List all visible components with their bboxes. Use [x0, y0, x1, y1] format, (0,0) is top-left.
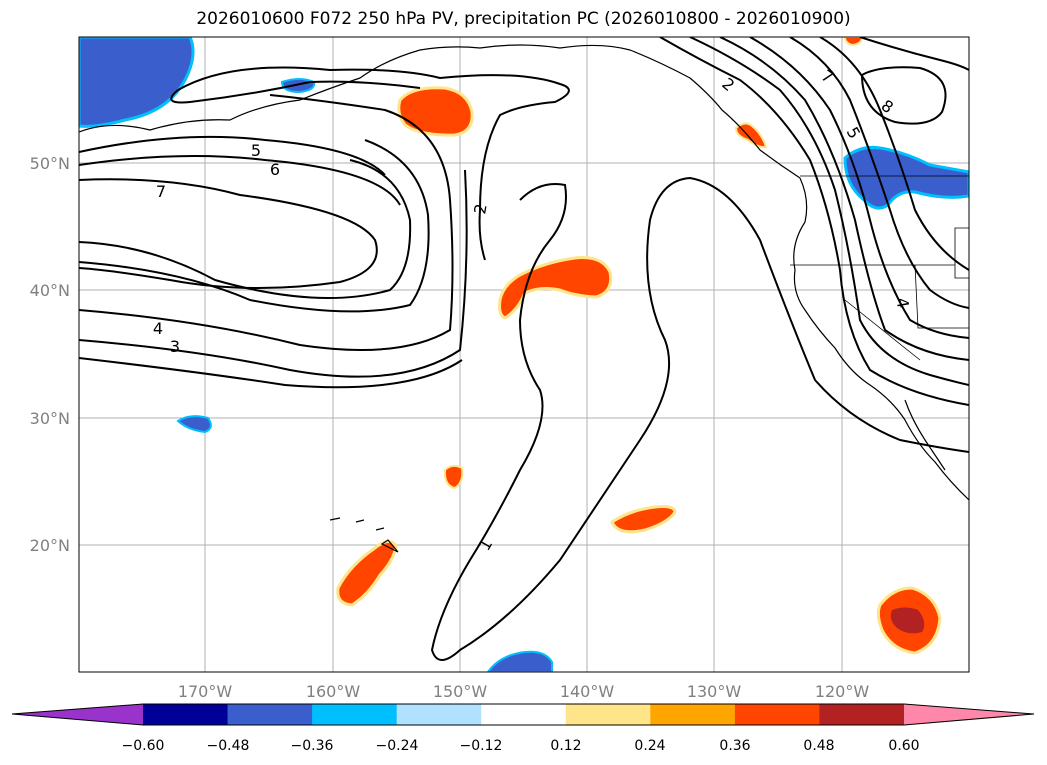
baja-coast — [904, 399, 946, 471]
contour-inner-a — [79, 159, 412, 299]
us-west-coast — [793, 177, 969, 501]
neg-blob-small-west — [176, 415, 212, 434]
lat-label: 50°N — [30, 154, 70, 173]
colorbar-segment — [481, 704, 567, 725]
colorbar-segment — [819, 704, 905, 725]
lon-axis-labels: 170°W 160°W 150°W 140°W 130°W 120°W — [178, 682, 870, 701]
contour-label: 5 — [251, 141, 261, 160]
contour-east-4 — [719, 37, 969, 361]
contour-6 — [79, 155, 401, 206]
hawaii-islands — [329, 517, 399, 553]
contour-label: 7 — [156, 182, 166, 201]
contour-outer — [79, 357, 463, 389]
lat-label: 30°N — [30, 409, 70, 428]
colorbar-tick-label: −0.48 — [207, 738, 250, 754]
contour-big-loop — [170, 80, 421, 104]
contour-3 — [79, 169, 468, 378]
contour-east-5 — [749, 37, 969, 339]
contour-label: 4 — [892, 296, 912, 309]
colorbar-segment — [143, 704, 229, 725]
colorbar-segment — [650, 704, 736, 725]
contour-label: 3 — [170, 337, 180, 356]
contour-label: 2 — [470, 202, 490, 215]
lat-axis-labels: 50°N 40°N 30°N 20°N — [30, 154, 70, 555]
lon-label: 150°W — [433, 682, 488, 701]
colorbar-tick-labels: −0.60 −0.48 −0.36 −0.24 −0.12 0.12 0.24 … — [122, 738, 920, 754]
colorbar-tick-label: −0.36 — [291, 738, 334, 754]
alaska-coast — [79, 44, 801, 179]
contour-2-central — [177, 66, 570, 261]
contour-4 — [79, 94, 454, 351]
positive-precip-areas — [336, 37, 942, 655]
pos-blob-gulf — [397, 86, 474, 137]
political-borders — [790, 175, 969, 361]
colorbar-segment — [312, 704, 398, 725]
neg-blob-south — [486, 650, 553, 672]
colorbar-tick-label: −0.24 — [376, 738, 419, 754]
contour-east-2 — [659, 37, 969, 406]
lat-label: 20°N — [30, 536, 70, 555]
plot-frame — [78, 36, 970, 673]
coastlines — [79, 44, 969, 553]
lon-label: 160°W — [306, 682, 361, 701]
pos-blob-top — [843, 37, 864, 47]
contour-1 — [430, 176, 969, 661]
pos-blob-south-mid — [610, 505, 677, 534]
colorbar-tick-label: 0.12 — [550, 738, 581, 754]
map-title: 2026010600 F072 250 hPa PV, precipitatio… — [196, 9, 851, 29]
contour-8-loop — [860, 66, 947, 125]
pos-blob-hawaii — [336, 540, 398, 607]
colorbar-tick-label: −0.60 — [122, 738, 165, 754]
colorbar-extend-right — [904, 704, 1034, 725]
colorbar: −0.60 −0.48 −0.36 −0.24 −0.12 0.12 0.24 … — [11, 703, 1035, 754]
pos-blob-mid-small — [443, 464, 464, 490]
contour-7-west — [79, 178, 378, 289]
colorbar-segment — [396, 704, 482, 725]
colorbar-tick-label: −0.12 — [460, 738, 503, 754]
pos-strong-core — [890, 607, 925, 634]
colorbar-tick-label: 0.24 — [634, 738, 665, 754]
contour-inner-b — [79, 139, 430, 313]
contour-east-7 — [819, 37, 969, 271]
colorbar-extend-left — [12, 704, 143, 725]
colorbar-segment — [565, 704, 651, 725]
lon-label: 140°W — [560, 682, 615, 701]
contour-label: 4 — [153, 319, 163, 338]
lon-label: 120°W — [815, 682, 870, 701]
colorbar-tick-label: 0.36 — [719, 738, 750, 754]
lon-label: 170°W — [178, 682, 233, 701]
contour-east-6 — [789, 37, 969, 309]
colorbar-tick-label: 0.60 — [888, 738, 919, 754]
colorbar-segment — [734, 704, 820, 725]
lon-label: 130°W — [687, 682, 742, 701]
contour-east-8 — [859, 37, 969, 71]
neg-blob-nw — [79, 37, 195, 128]
pos-blob-bc — [734, 122, 768, 149]
contour-east-3 — [689, 37, 969, 386]
colorbar-outline — [11, 703, 1035, 726]
colorbar-tick-label: 0.48 — [803, 738, 834, 754]
pv-contours — [79, 37, 969, 661]
contour-label: 6 — [270, 160, 280, 179]
colorbar-segment — [227, 704, 313, 725]
pos-blob-central — [498, 256, 613, 320]
contour-5 — [79, 135, 386, 176]
lat-label: 40°N — [30, 281, 70, 300]
